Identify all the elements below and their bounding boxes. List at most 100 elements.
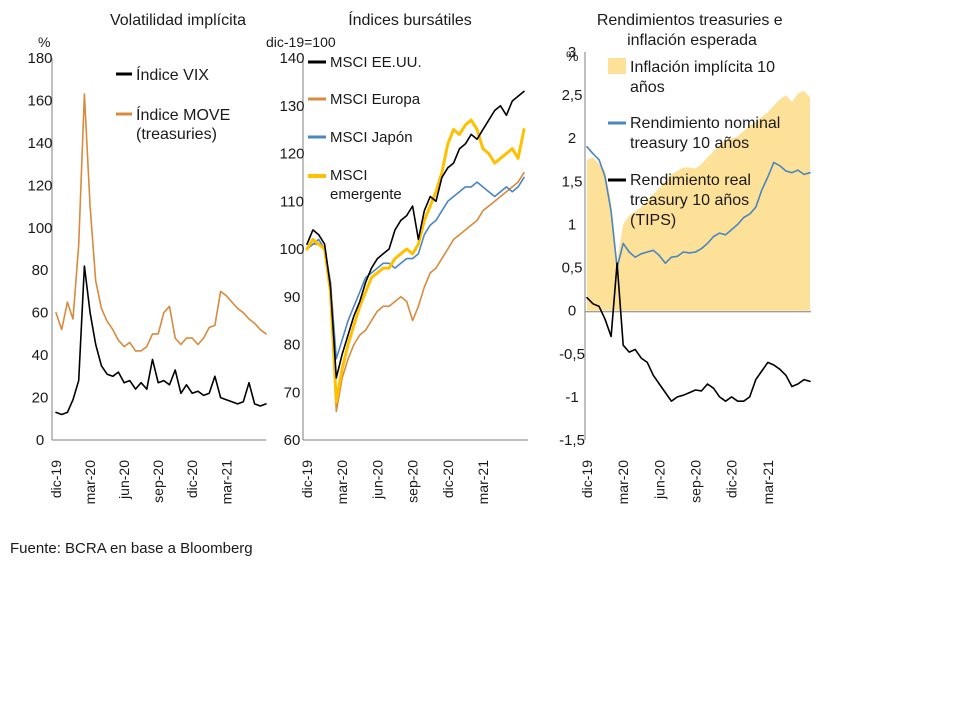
legend-nominal-label: Rendimiento nominal treasury 10 años xyxy=(630,115,785,152)
y-tick-label: 70 xyxy=(284,384,301,401)
panel2-legend: MSCI EE.UU. MSCI Europa MSCI Japón MSCI … xyxy=(308,54,422,203)
y-tick-label: 20 xyxy=(32,390,49,407)
y-tick-label: 0,5 xyxy=(562,260,583,277)
y-tick-label: 3 xyxy=(568,44,576,61)
y-tick-label: 1 xyxy=(568,216,576,233)
panel3-series xyxy=(586,146,811,402)
legend-move-line1: Índice MOVE xyxy=(136,105,230,124)
series-line-1-2 xyxy=(306,176,525,360)
y-tick-label: 0 xyxy=(36,432,44,449)
legend-msci-em-line1: MSCI xyxy=(330,167,368,184)
y-tick-label: 180 xyxy=(27,50,52,67)
legend-move-label: Índice MOVE (treasuries) xyxy=(136,105,235,143)
series-line-2-1 xyxy=(586,146,811,269)
legend-breakeven-line2: años xyxy=(630,79,665,96)
x-tick-label: mar-21 xyxy=(475,460,491,505)
legend-msci-em-label: MSCI emergente xyxy=(330,167,402,203)
x-tick-label: jun-20 xyxy=(369,460,385,500)
panel2-x-tick-labels: dic-19 mar-20 jun-20 sep-20 dic-20 mar-21 xyxy=(299,460,491,505)
panel1-x-tick-labels: dic-19 mar-20 jun-20 sep-20 dic-20 mar-21 xyxy=(48,460,234,505)
legend-msci-eu-label: MSCI Europa xyxy=(330,91,421,108)
legend-move-line2: (treasuries) xyxy=(136,126,217,143)
panel3-x-tick-labels: dic-19 mar-20 jun-20 sep-20 dic-20 mar-21 xyxy=(579,460,776,505)
panel1-legend: Índice VIX Índice MOVE (treasuries) xyxy=(116,65,235,143)
panel2-series xyxy=(305,90,526,413)
legend-msci-em-line2: emergente xyxy=(330,186,402,203)
legend-real-line2: treasury 10 años xyxy=(630,192,749,209)
x-tick-label: sep-20 xyxy=(687,460,703,503)
y-tick-label: 100 xyxy=(27,220,52,237)
y-tick-label: 110 xyxy=(280,193,304,210)
legend-nominal-line1: Rendimiento nominal xyxy=(630,115,780,132)
legend-real-label: Rendimiento real treasury 10 años (TIPS) xyxy=(630,172,755,229)
panel3-title-line1: Rendimientos treasuries e xyxy=(597,12,783,29)
x-tick-label: dic-19 xyxy=(579,460,595,498)
legend-breakeven-line1: Inflación implícita 10 xyxy=(630,59,775,76)
panel-stock-indices: Índices bursátiles dic-19=100 60 70 80 90 10… xyxy=(266,10,528,504)
x-tick-label: sep-20 xyxy=(405,460,421,503)
panel1-ylabel: % xyxy=(38,34,50,50)
x-tick-label: mar-20 xyxy=(334,460,350,505)
y-tick-label: 40 xyxy=(32,347,49,364)
series-line-1-1 xyxy=(306,171,525,413)
x-tick-label: dic-20 xyxy=(724,460,740,498)
panel3-ylabel: % xyxy=(566,48,578,64)
y-tick-label: -1 xyxy=(565,389,578,406)
panel2-y-tick-labels: 60 70 80 90 100 110 120 130 140 xyxy=(279,50,304,449)
panel1-y-tick-labels: 0 20 40 60 80 100 120 140 160 180 xyxy=(27,50,52,449)
y-tick-label: 140 xyxy=(279,50,304,67)
legend-nominal-line2: treasury 10 años xyxy=(630,135,749,152)
x-tick-label: jun-20 xyxy=(116,460,132,500)
x-tick-label: jun-20 xyxy=(651,460,667,500)
y-tick-label: 1,5 xyxy=(562,173,583,190)
y-tick-label: 90 xyxy=(284,289,301,306)
source-note: Fuente: BCRA en base a Bloomberg xyxy=(10,540,253,557)
legend-vix-label: Índice VIX xyxy=(136,65,209,84)
panel2-ylabel: dic-19=100 xyxy=(266,34,336,50)
y-tick-label: 100 xyxy=(279,241,304,258)
y-tick-label: -1,5 xyxy=(559,432,585,449)
legend-real-line3: (TIPS) xyxy=(630,212,676,229)
y-tick-label: 140 xyxy=(27,135,52,152)
legend-real-line1: Rendimiento real xyxy=(630,172,751,189)
x-tick-label: mar-21 xyxy=(760,460,776,505)
panel3-title: Rendimientos treasuries e inflación espe… xyxy=(597,12,787,49)
y-tick-label: 60 xyxy=(32,305,49,322)
legend-msci-jp-label: MSCI Japón xyxy=(330,129,413,146)
series-line-0-1 xyxy=(55,93,267,352)
y-tick-label: 0 xyxy=(568,303,576,320)
x-tick-label: dic-19 xyxy=(48,460,64,498)
x-tick-label: dic-20 xyxy=(184,460,200,498)
y-tick-label: -0,5 xyxy=(559,346,585,363)
y-tick-label: 120 xyxy=(27,177,52,194)
x-tick-label: sep-20 xyxy=(150,460,166,503)
series-line-1-3 xyxy=(305,118,526,404)
series-line-0-0 xyxy=(55,265,267,416)
y-tick-label: 120 xyxy=(279,146,304,163)
series-line-2-2 xyxy=(586,262,811,402)
x-tick-label: mar-20 xyxy=(82,460,98,505)
legend-breakeven-swatch xyxy=(608,58,626,74)
x-tick-label: dic-20 xyxy=(440,460,456,498)
panel-volatility: Volatilidad implícita % 0 20 40 60 80 100 120 1… xyxy=(27,12,267,505)
series-area-breakeven xyxy=(587,90,810,311)
panel3-title-line2: inflación esperada xyxy=(627,32,757,49)
panel3-legend: Inflación implícita 10 años Rendimiento … xyxy=(608,58,785,229)
x-tick-label: mar-21 xyxy=(218,460,234,505)
y-tick-label: 2,5 xyxy=(562,87,583,104)
y-tick-label: 60 xyxy=(284,432,301,449)
y-tick-label: 2 xyxy=(568,130,576,147)
panel2-title: Índices bursátiles xyxy=(348,10,472,29)
y-tick-label: 130 xyxy=(279,98,304,115)
legend-breakeven-label: Inflación implícita 10 años xyxy=(630,59,779,96)
y-tick-label: 80 xyxy=(284,337,301,354)
panel1-title: Volatilidad implícita xyxy=(110,12,246,29)
panel1-series xyxy=(55,93,267,416)
legend-msci-us-label: MSCI EE.UU. xyxy=(330,54,422,71)
y-tick-label: 160 xyxy=(27,92,52,109)
y-tick-label: 80 xyxy=(32,262,49,279)
panel-treasury-yields: Rendimientos treasuries e inflación espe… xyxy=(559,12,811,504)
x-tick-label: dic-19 xyxy=(299,460,315,498)
x-tick-label: mar-20 xyxy=(615,460,631,505)
panel3-area xyxy=(587,90,810,311)
